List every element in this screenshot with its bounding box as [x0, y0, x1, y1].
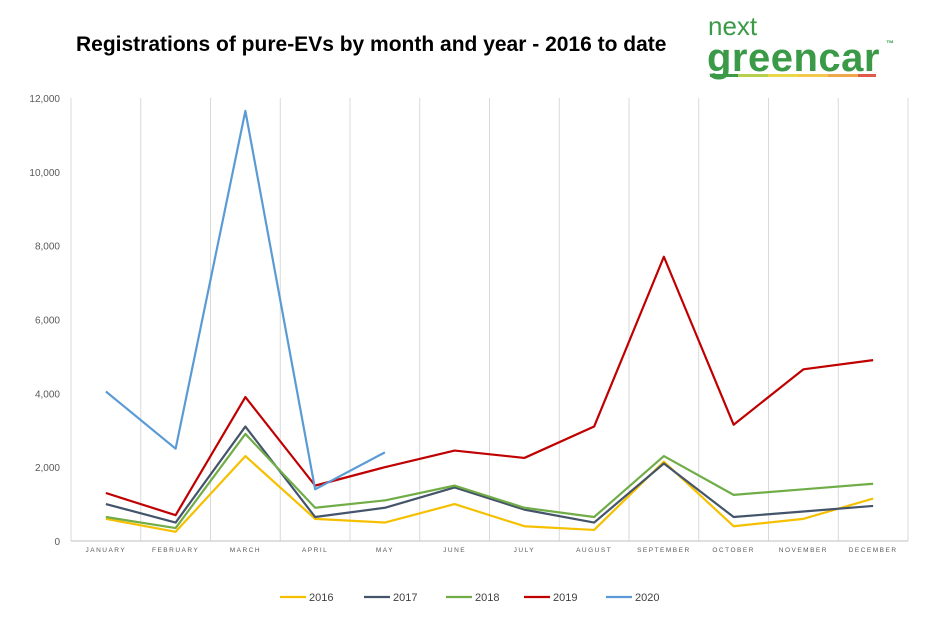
nextgreencar-logo: next greencar ™ — [707, 11, 908, 82]
series-line-2019 — [105, 255, 874, 517]
y-tick-label: 2,000 — [35, 463, 60, 474]
y-tick-label: 8,000 — [35, 242, 60, 253]
x-tick-label: JUNE — [443, 547, 466, 554]
legend-label-2019: 2019 — [553, 592, 577, 604]
series-line-2017 — [105, 425, 874, 524]
logo-tm: ™ — [886, 39, 894, 48]
x-tick-label: FEBRUARY — [152, 547, 199, 554]
chart-title: Registrations of pure-EVs by month and y… — [76, 33, 667, 56]
logo-next: next — [708, 11, 758, 41]
x-tick-label: MARCH — [230, 547, 261, 554]
legend-label-2020: 2020 — [635, 592, 659, 604]
x-tick-label: JANUARY — [86, 547, 127, 554]
series-line-2020 — [105, 109, 386, 491]
y-tick-label: 4,000 — [35, 389, 60, 400]
series-line-2018 — [105, 432, 874, 530]
logo-greencar: greencar — [707, 36, 880, 80]
y-tick-label: 10,000 — [29, 168, 60, 179]
legend-label-2016: 2016 — [309, 592, 333, 604]
x-tick-label: APRIL — [302, 547, 328, 554]
y-tick-label: 0 — [54, 537, 60, 548]
y-tick-label: 12,000 — [29, 94, 60, 105]
x-tick-label: SEPTEMBER — [637, 547, 691, 554]
x-tick-label: MAY — [376, 547, 394, 554]
y-tick-label: 6,000 — [35, 316, 60, 327]
x-tick-label: OCTOBER — [712, 547, 755, 554]
legend-label-2018: 2018 — [475, 592, 499, 604]
x-tick-label: DECEMBER — [849, 547, 898, 554]
legend-label-2017: 2017 — [393, 592, 417, 604]
x-tick-label: NOVEMBER — [779, 547, 828, 554]
x-tick-label: AUGUST — [576, 547, 612, 554]
series-line-2016 — [105, 454, 874, 533]
x-tick-label: JULY — [514, 547, 535, 554]
